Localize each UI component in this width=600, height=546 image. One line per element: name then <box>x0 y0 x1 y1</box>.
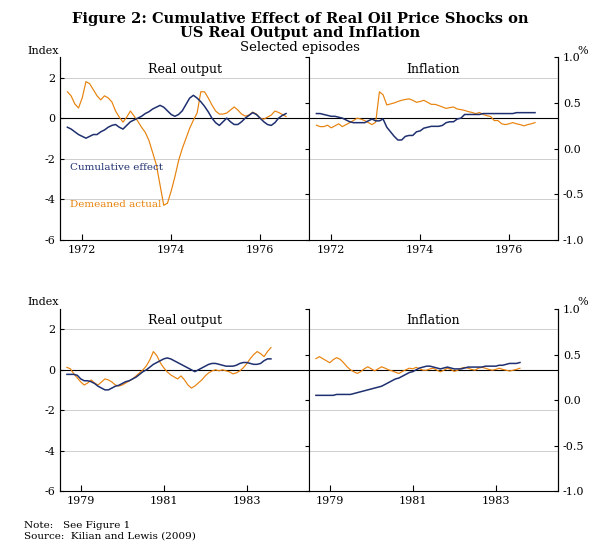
Text: Cumulative effect: Cumulative effect <box>70 163 163 172</box>
Text: Note:   See Figure 1: Note: See Figure 1 <box>24 521 130 530</box>
Text: US Real Output and Inflation: US Real Output and Inflation <box>180 26 420 40</box>
Text: Real output: Real output <box>148 314 221 328</box>
Text: Index: Index <box>28 297 59 307</box>
Text: Selected episodes: Selected episodes <box>240 41 360 54</box>
Text: Demeaned actual: Demeaned actual <box>70 200 161 209</box>
Text: %: % <box>577 297 588 307</box>
Text: Inflation: Inflation <box>407 63 460 76</box>
Text: Index: Index <box>28 45 59 56</box>
Text: Figure 2: Cumulative Effect of Real Oil Price Shocks on: Figure 2: Cumulative Effect of Real Oil … <box>72 12 528 26</box>
Text: Real output: Real output <box>148 63 221 76</box>
Text: Source:  Kilian and Lewis (2009): Source: Kilian and Lewis (2009) <box>24 532 196 541</box>
Text: Inflation: Inflation <box>407 314 460 328</box>
Text: %: % <box>577 45 588 56</box>
